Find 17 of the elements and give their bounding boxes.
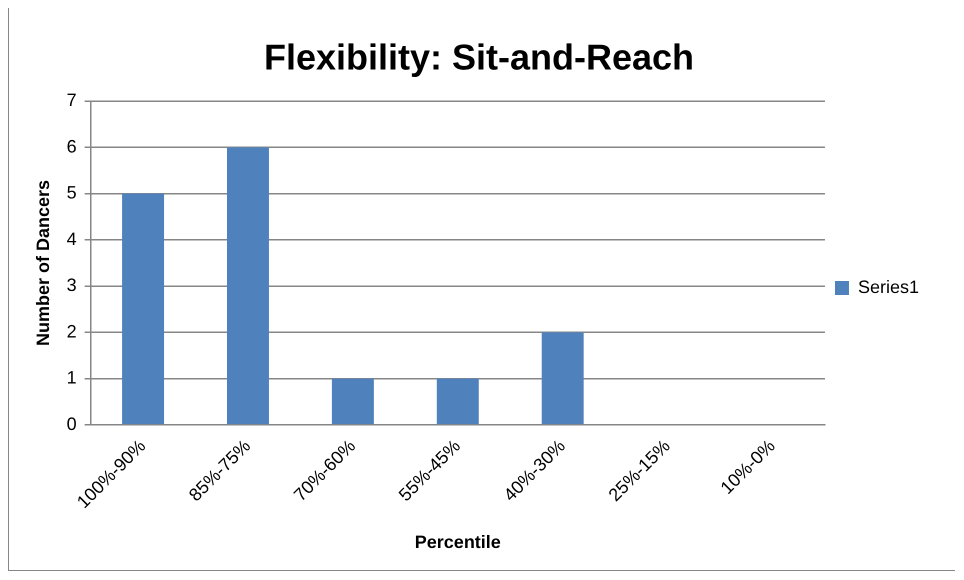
y-tick-label: 3 [66, 275, 77, 296]
y-axis-title: Number of Dancers [32, 180, 53, 346]
y-tick-label: 2 [66, 321, 77, 342]
y-tick-label: 5 [66, 182, 77, 203]
bar [332, 378, 374, 424]
bar [226, 147, 269, 424]
bar [122, 194, 164, 424]
x-axis-title: Percentile [414, 532, 501, 552]
legend-label: Series1 [858, 276, 919, 297]
y-tick-label: 1 [66, 368, 77, 388]
chart-title: Flexibility: Sit-and-Reach [264, 36, 694, 78]
bar [436, 378, 479, 424]
y-tick-label: 6 [66, 136, 77, 156]
bar [542, 332, 584, 424]
y-tick-label: 0 [66, 414, 77, 434]
y-tick-label: 4 [66, 228, 77, 249]
y-tick-label: 7 [66, 90, 77, 110]
